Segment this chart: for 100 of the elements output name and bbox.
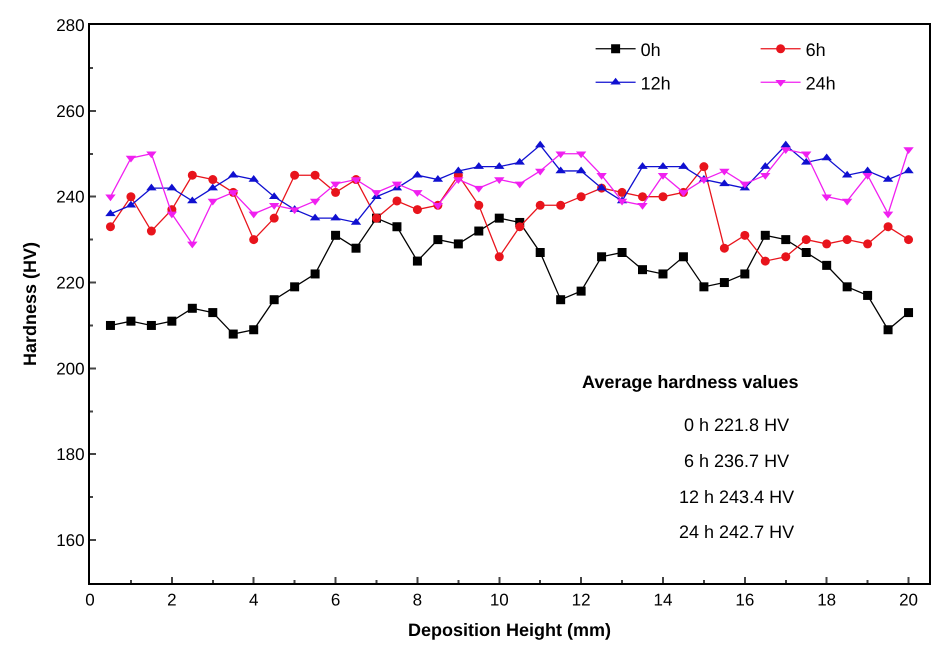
point: [760, 172, 770, 180]
point: [576, 192, 586, 202]
point: [310, 269, 320, 278]
y-tick-label: 280: [56, 16, 85, 35]
point: [760, 256, 770, 266]
annotation: 0 h 221.8 HV: [684, 415, 790, 435]
x-tick-label: 18: [817, 590, 836, 610]
point: [863, 290, 872, 300]
point: [536, 200, 545, 210]
legend-label: 6h: [806, 40, 826, 60]
annotation: 6 h 236.7 HV: [684, 451, 790, 471]
point: [760, 230, 770, 240]
point: [392, 222, 402, 232]
point: [126, 192, 136, 202]
y-tick-label: 260: [56, 102, 85, 121]
point: [699, 282, 708, 292]
point: [146, 226, 156, 236]
point: [556, 295, 566, 304]
point: [863, 239, 872, 248]
point: [638, 192, 648, 202]
point: [352, 244, 361, 253]
annotation: 12 h 243.4 HV: [679, 487, 794, 507]
point: [884, 325, 893, 334]
y-tick-label: 160: [56, 531, 85, 550]
annotation: Average hardness values: [582, 372, 798, 392]
point: [515, 222, 524, 232]
point: [576, 286, 586, 296]
x-tick-label: 8: [412, 590, 422, 610]
point: [249, 325, 258, 334]
y-axis-title: Hardness (HV): [20, 242, 40, 366]
point: [618, 248, 627, 257]
x-axis-title: Deposition Height (mm): [408, 620, 611, 640]
point: [822, 239, 832, 248]
point: [392, 196, 402, 206]
point: [556, 200, 566, 210]
point: [228, 330, 238, 339]
x-tick-label: 10: [490, 590, 509, 610]
point: [474, 186, 484, 193]
point: [781, 235, 790, 244]
point: [802, 248, 811, 257]
legend-label: 0h: [640, 40, 661, 60]
point: [126, 316, 136, 326]
point: [454, 239, 463, 248]
x-tick-label: 16: [735, 590, 754, 610]
point: [474, 200, 484, 210]
point: [188, 170, 197, 180]
point: [658, 192, 668, 202]
point: [494, 214, 504, 223]
point: [106, 222, 115, 232]
point: [249, 235, 258, 244]
point: [740, 269, 750, 278]
point: [781, 252, 790, 262]
point: [208, 175, 218, 184]
point: [801, 158, 812, 165]
y-tick-label: 240: [56, 188, 85, 207]
point: [208, 308, 218, 318]
annotation: 24 h 242.7 HV: [679, 522, 794, 542]
legend-label: 12h: [640, 73, 671, 94]
point: [720, 244, 729, 253]
point: [167, 316, 176, 326]
x-tick-label: 6: [330, 590, 340, 610]
x-tick-label: 2: [167, 590, 177, 610]
point: [270, 214, 279, 223]
point: [412, 256, 422, 266]
point: [494, 177, 504, 184]
y-tick-label: 220: [56, 273, 85, 292]
x-tick-label: 0: [85, 590, 95, 610]
x-tick-label: 4: [248, 590, 258, 610]
legend-label: 24h: [806, 73, 836, 94]
point: [494, 252, 504, 262]
point: [270, 295, 279, 304]
point: [678, 252, 688, 262]
x-tick-label: 14: [654, 590, 672, 610]
point: [618, 188, 627, 197]
point: [720, 278, 729, 288]
point: [638, 265, 648, 274]
point: [433, 235, 442, 244]
point: [290, 170, 300, 180]
point: [842, 282, 852, 292]
y-tick-label: 200: [56, 359, 85, 378]
y-tick-label: 180: [56, 445, 85, 464]
point: [331, 188, 340, 197]
point: [658, 269, 668, 278]
point: [904, 308, 914, 318]
point: [290, 282, 300, 292]
point: [884, 222, 893, 232]
point: [331, 230, 340, 240]
x-tick-label: 20: [899, 590, 918, 610]
point: [842, 235, 852, 244]
point: [740, 230, 750, 240]
point: [904, 235, 914, 244]
point: [822, 260, 832, 270]
point: [106, 320, 115, 330]
point: [597, 252, 606, 262]
x-tick-label: 12: [572, 590, 591, 610]
point: [146, 320, 156, 330]
point: [514, 158, 525, 165]
point: [474, 226, 484, 236]
point: [412, 205, 422, 214]
point: [802, 235, 811, 244]
